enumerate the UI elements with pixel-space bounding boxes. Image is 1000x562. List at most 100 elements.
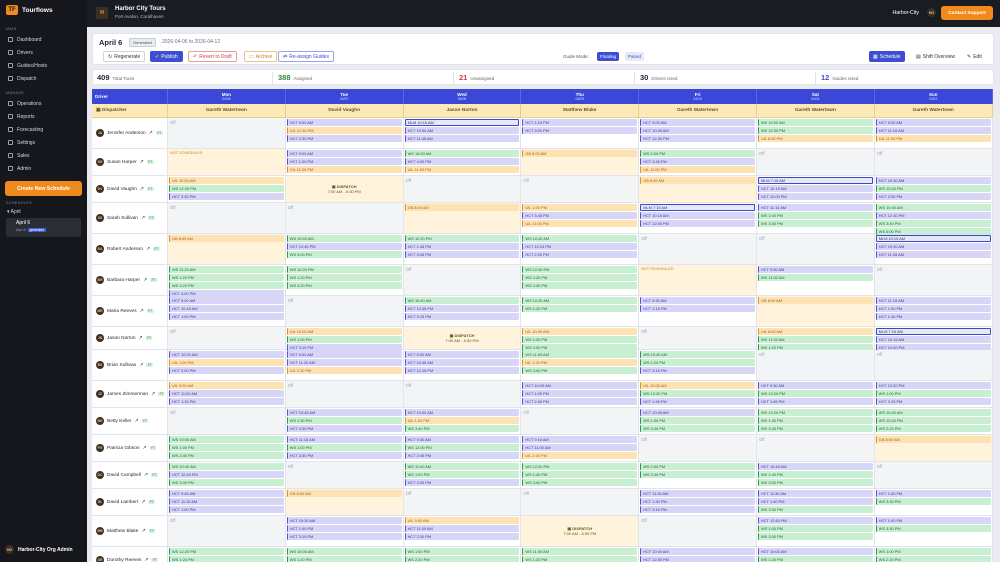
tour-chip-hct[interactable]: HCT 9:00 AM	[286, 351, 402, 358]
schedule-cell[interactable]: WS 10:30 AM WS 1:20 PM	[521, 296, 640, 326]
schedule-cell[interactable]: WS 10:00 AM WS 1:00 PM WS 2:40 PM	[168, 435, 286, 461]
external-link-icon[interactable]: ↗	[151, 391, 156, 397]
tour-chip-hct[interactable]: HCT 10:00 AM	[404, 127, 520, 134]
schedule-cell[interactable]: HCT 9:00 AM HCT 10:45 AM HCT 1:00 PM	[168, 296, 286, 326]
dispatcher-cell[interactable]: David Vaughn	[285, 104, 404, 118]
schedule-cell[interactable]: Off	[168, 203, 286, 233]
dispatcher-cell[interactable]: Jason Norton	[403, 104, 522, 118]
schedule-cell[interactable]: MLM 7:15 AM HCT 10:15 AM HCT 12:00 PM	[757, 176, 875, 202]
schedule-cell[interactable]: Off	[757, 234, 875, 264]
view-schedule-tab[interactable]: ▦ Schedule	[869, 51, 905, 62]
tour-chip-ws[interactable]: WS 1:00 PM	[758, 525, 873, 532]
tour-chip-gb[interactable]: GB 8:00 AM	[640, 177, 755, 184]
tour-chip-hct[interactable]: HCT 10:45 AM	[169, 305, 284, 312]
tour-chip-ws[interactable]: WS 2:20 PM	[404, 556, 520, 562]
tour-chip-hct[interactable]: HCT 10:00 AM	[640, 548, 755, 555]
tour-chip-hct[interactable]: HCT 3:15 PM	[640, 506, 755, 513]
schedule-cell[interactable]: HCT 9:00 AM UIL 12:30 PM HCT 2:30 PM	[286, 118, 404, 148]
driver-name-cell[interactable]: DC David Campbell ↗ FT	[92, 462, 168, 488]
view-edit-tab[interactable]: ✎ Edit	[963, 51, 986, 62]
sidebar-item-drivers[interactable]: Drivers	[5, 47, 82, 58]
tour-chip-ws[interactable]: WS 1:20 PM	[169, 556, 284, 562]
tour-chip-uil[interactable]: UIL 2:10 PM	[286, 367, 402, 374]
reassign-guides-button[interactable]: ⇄ Re-assign Guides	[278, 51, 334, 62]
schedule-cell[interactable]: WS 10:40 AM HCT 12:15 PM HCT 2:00 PM	[521, 234, 640, 264]
schedule-cell[interactable]: WS 12:20 PM WS 1:20 PM	[168, 547, 286, 562]
schedule-cell[interactable]: HCT 12:20 PM WS 1:00 PM HCT 3:15 PM	[875, 381, 993, 407]
tour-chip-hct[interactable]: HCT 3:45 PM	[404, 251, 520, 258]
schedule-cell[interactable]: WS 2:00 PM HCT 3:45 PM UIL 11:00 PM	[639, 149, 757, 175]
tour-chip-uil[interactable]: UIL 10:00 AM	[640, 382, 755, 389]
schedule-cell[interactable]: Off	[639, 435, 757, 461]
schedule-cell[interactable]: WS 10:40 AM WS 12:40 PM WS 2:20 PM	[875, 408, 993, 434]
schedule-cell[interactable]: HCT 10:30 AM HCT 1:00 PM HCT 3:15 PM	[286, 516, 404, 546]
tour-chip-hct[interactable]: HCT 4:00 PM	[169, 290, 284, 297]
schedule-cell[interactable]: HCT 1:15 PM HCT 3:00 PM	[521, 118, 640, 148]
driver-name-cell[interactable]: JA Jennifer Anderson ↗ FT	[92, 118, 168, 148]
external-link-icon[interactable]: ↗	[141, 499, 146, 505]
mode-floating-toggle[interactable]: Floating	[597, 52, 620, 61]
schedule-cell[interactable]: HCT 10:00 AM UIL 1:20 PM WS 3:40 PM	[404, 408, 522, 434]
external-link-icon[interactable]: ↗	[142, 445, 147, 451]
tour-chip-hct[interactable]: HCT 12:45 PM	[404, 305, 520, 312]
schedule-cell[interactable]: HCT 11:30 AM HCT 1:30 PM HCT 3:15 PM	[639, 489, 757, 515]
schedule-cell[interactable]: MLM 7:15 AM HCT 10:15 AM HCT 12:00 PM	[639, 203, 757, 233]
schedule-cell[interactable]: GB 8:00 AM	[874, 435, 993, 461]
schedule-cell[interactable]: WS 11:00 AM WS 1:00 PM HCT 3:00 PM	[404, 462, 522, 488]
tour-chip-ws[interactable]: WS 10:00 AM	[404, 150, 520, 157]
tour-chip-ws[interactable]: WS 1:00 PM	[875, 390, 991, 397]
tour-chip-hct[interactable]: HCT 1:45 PM	[640, 398, 755, 405]
tour-chip-hct[interactable]: HCT 11:45 AM	[875, 251, 991, 258]
schedule-cell[interactable]: HCT 9:00 AM HCT 1:00 PM UIL 11:00 PM	[286, 149, 404, 175]
app-logo[interactable]: TF Tourflows	[6, 5, 53, 15]
tour-chip-hct[interactable]: HCT 12:30 PM	[640, 135, 755, 142]
tour-chip-gb[interactable]: GB 8:00 AM	[286, 490, 402, 497]
schedule-cell[interactable]: NOT SCHEDULED	[639, 265, 757, 295]
mode-paired-toggle[interactable]: Paired	[625, 52, 645, 61]
schedule-cell[interactable]: GB 8:00 AM	[285, 489, 404, 515]
tour-chip-ws[interactable]: WS 1:20 PM	[286, 556, 402, 562]
schedule-cell[interactable]: Off	[874, 149, 993, 175]
tour-chip-hct[interactable]: HCT 9:30 AM	[404, 436, 520, 443]
tour-chip-mlm[interactable]: MLM 7:15 AM	[758, 177, 873, 184]
schedule-month-april[interactable]: ▾ April	[7, 209, 21, 215]
tour-chip-mlm[interactable]: MLM 7:15 AM	[875, 328, 991, 335]
tour-chip-hct[interactable]: HCT 10:30 AM	[875, 177, 991, 184]
schedule-cell[interactable]: HCT 1:00 PM WS 3:30 PM	[875, 489, 993, 515]
tour-chip-ws[interactable]: WS 11:00 AM	[758, 274, 873, 281]
tour-chip-ws[interactable]: WS 3:00 PM	[286, 251, 402, 258]
regenerate-button[interactable]: ↻ Regenerate	[103, 51, 146, 62]
external-link-icon[interactable]: ↗	[139, 362, 144, 368]
tour-chip-gb[interactable]: GB 8:00 AM	[875, 436, 991, 443]
tour-chip-ws[interactable]: WS 11:20 AM	[758, 336, 873, 343]
schedule-cell[interactable]: Off	[757, 435, 875, 461]
tour-chip-hct[interactable]: HCT 2:00 PM	[522, 251, 638, 258]
driver-name-cell[interactable]: JN Jason Norton ↗ FT	[92, 327, 168, 349]
schedule-cell[interactable]: HCT 9:00 AM HCT 10:45 AM HCT 12:30 PM	[639, 118, 757, 148]
tour-chip-hct[interactable]: HCT 3:15 PM	[286, 344, 402, 351]
schedule-cell[interactable]: HCT 11:15 AM HCT 1:00 PM HCT 1:45 PM	[875, 296, 993, 326]
schedule-cell[interactable]: HCT 10:45 AM WS 1:30 PM HCT 4:30 PM	[286, 408, 404, 434]
tour-chip-hct[interactable]: HCT 10:00 AM	[758, 548, 873, 555]
view-shift-overview-tab[interactable]: ▤ Shift Overview	[912, 51, 959, 62]
tour-chip-hct[interactable]: HCT 3:30 PM	[286, 452, 402, 459]
tour-chip-hct[interactable]: HCT 12:00 PM	[758, 193, 873, 200]
schedule-cell[interactable]: WS 10:40 AM HCT 12:45 PM WS 3:00 PM	[168, 462, 286, 488]
sidebar-item-operations[interactable]: Operations	[5, 98, 82, 109]
sidebar-item-settings[interactable]: Settings	[5, 137, 82, 148]
schedule-cell[interactable]: WS 10:40 AM HCT 12:30 PM WS 3:40 PM WS 6:00…	[875, 203, 993, 235]
tour-chip-ws[interactable]: WS 3:30 PM	[875, 525, 991, 532]
schedule-cell[interactable]: Off	[757, 350, 875, 380]
schedule-cell[interactable]: HCT 9:00 AM HCT 11:30 AM UIL 2:10 PM	[286, 350, 404, 380]
tour-chip-ws[interactable]: WS 11:20 AM	[169, 266, 284, 273]
tour-chip-ws[interactable]: WS 12:40 PM	[522, 266, 638, 273]
sidebar-item-dispatch[interactable]: Dispatch	[5, 73, 82, 84]
tour-chip-hct[interactable]: HCT 10:15 AM	[875, 336, 991, 343]
tour-chip-uil[interactable]: UIL 6:00 PM	[758, 135, 873, 142]
schedule-cell[interactable]: UIL 10:00 AM WS 1:20 PM WS 2:00 PM	[521, 327, 640, 351]
tour-chip-ws[interactable]: WS 1:20 PM	[522, 305, 638, 312]
create-schedule-button[interactable]: Create New Schedule	[5, 181, 82, 196]
tour-chip-ws[interactable]: WS 2:20 PM	[875, 425, 991, 432]
tour-chip-ws[interactable]: WS 10:40 AM	[640, 351, 755, 358]
dispatcher-cell[interactable]: Gareth Watertown	[757, 104, 875, 118]
